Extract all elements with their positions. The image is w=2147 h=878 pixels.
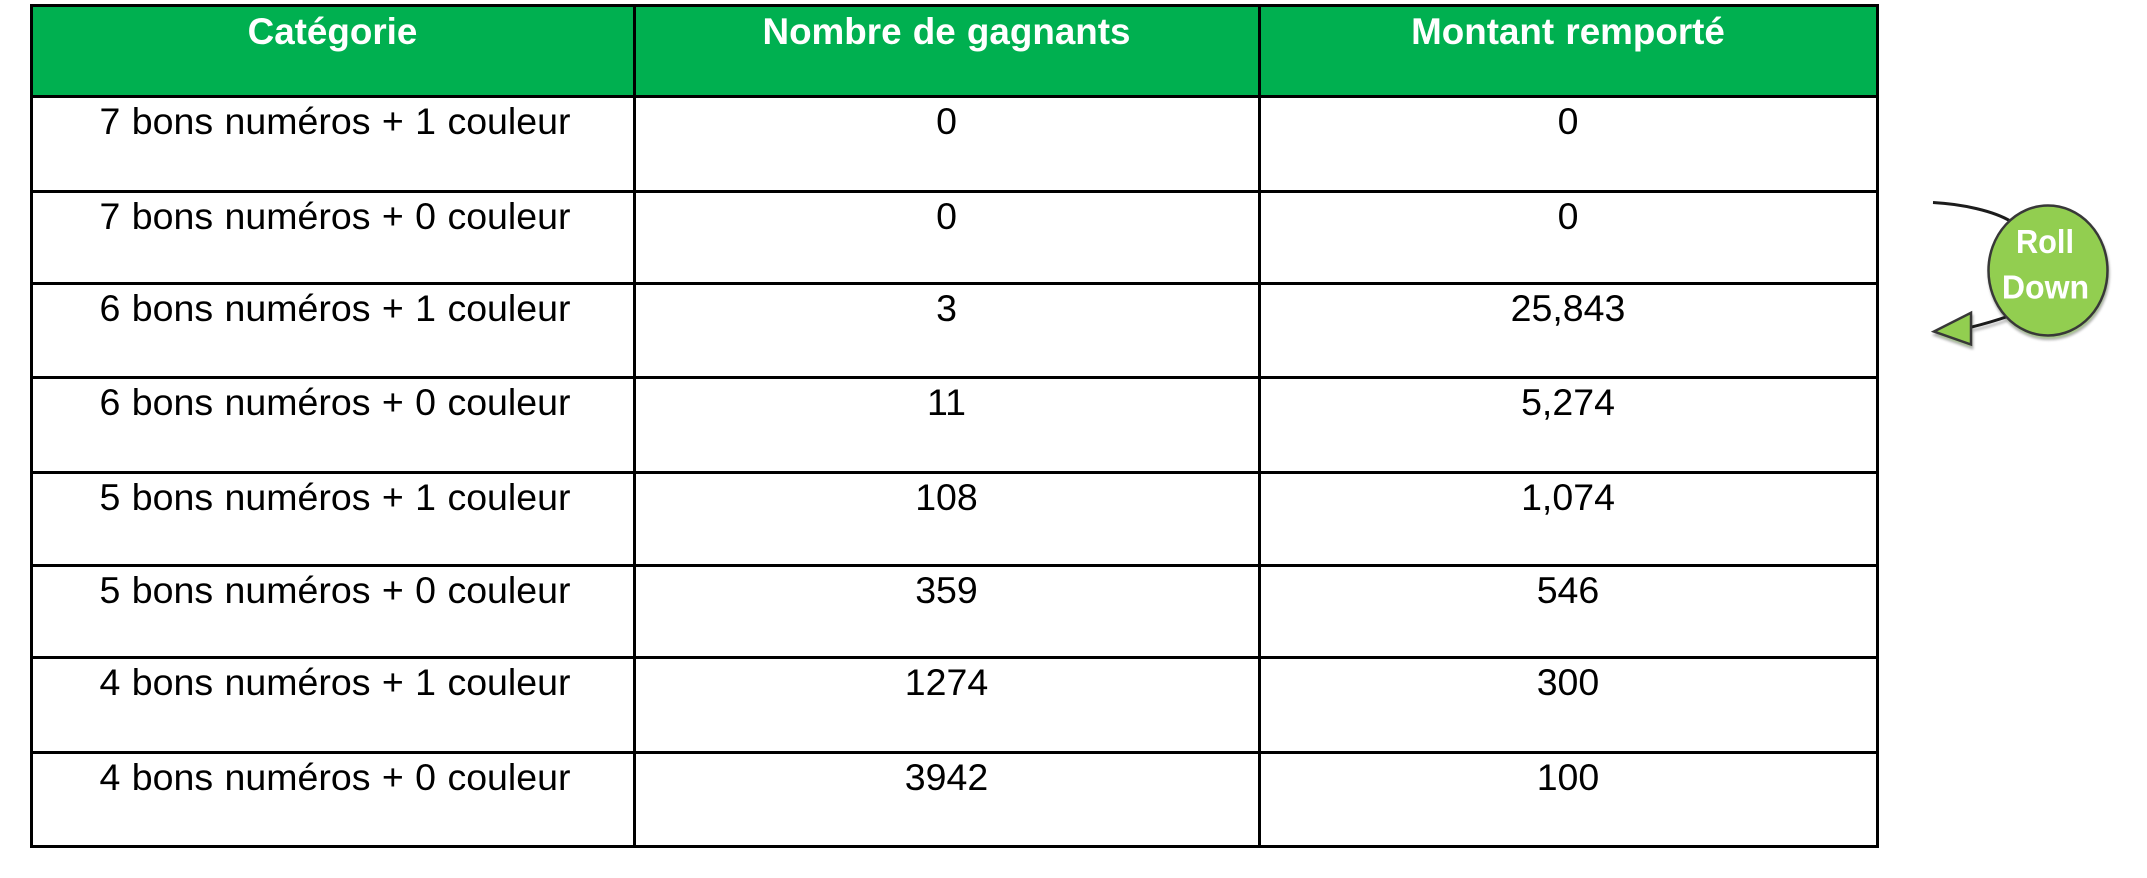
svg-text:Down: Down (2002, 268, 2089, 306)
svg-text:Roll: Roll (2016, 223, 2074, 261)
